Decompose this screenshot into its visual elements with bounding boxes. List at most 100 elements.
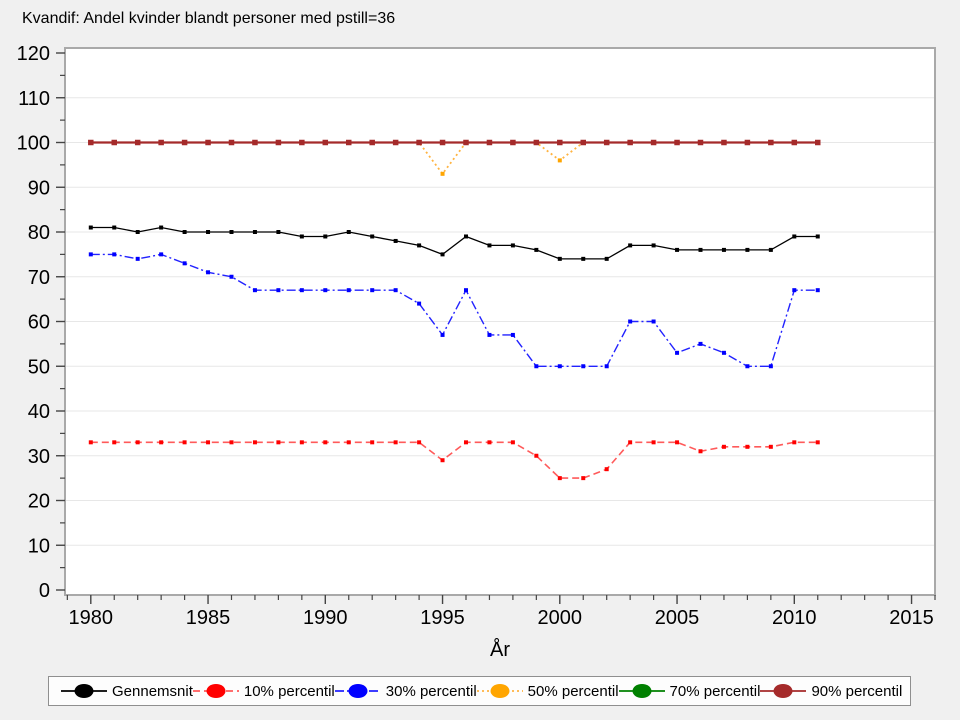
- series-marker-90-percentil: [322, 139, 329, 146]
- series-marker-30-percentil: [417, 301, 422, 306]
- series-marker-90-percentil: [275, 139, 282, 146]
- series-marker-90-percentil: [228, 139, 235, 146]
- series-marker-90-percentil: [627, 139, 633, 146]
- series-marker-90-percentil: [791, 139, 798, 146]
- legend-label: 90% percentil: [811, 682, 903, 700]
- series-marker-30-percentil: [651, 319, 656, 324]
- series-marker-30-percentil: [252, 288, 257, 293]
- series-marker-30-percentil: [604, 364, 609, 369]
- y-tick-label: 50: [28, 356, 50, 378]
- y-tick-label: 20: [28, 491, 50, 513]
- series-marker-10-percentil: [721, 444, 726, 449]
- series-marker-10-percentil: [557, 476, 562, 481]
- series-marker-30-percentil: [159, 252, 164, 257]
- series-marker-10-percentil: [792, 440, 797, 445]
- series-marker-10-percentil: [393, 440, 398, 445]
- series-marker-30-percentil: [675, 350, 680, 355]
- series-marker-gennemsnit: [792, 234, 797, 239]
- series-marker-10-percentil: [651, 440, 656, 445]
- series-marker-30-percentil: [299, 288, 304, 293]
- plot-canvas: 0 10 20 30 40 50 60 70 80 90 100 110 120 1980 1985 1990…: [17, 43, 936, 661]
- series-marker-30-percentil: [581, 364, 586, 369]
- series-marker-10-percentil: [628, 440, 633, 445]
- series-marker-gennemsnit: [604, 256, 609, 261]
- series-marker-gennemsnit: [206, 230, 211, 234]
- y-tick-label: 30: [28, 446, 50, 468]
- series-marker-gennemsnit: [323, 234, 328, 239]
- series-marker-gennemsnit: [182, 230, 187, 234]
- legend-marker-icon: [334, 684, 381, 698]
- series-marker-90-percentil: [510, 139, 516, 146]
- legend-label: 50% percentil: [527, 682, 619, 700]
- series-marker-10-percentil: [463, 440, 468, 445]
- series-marker-90-percentil: [463, 139, 469, 146]
- series-marker-90-percentil: [205, 139, 211, 146]
- series-marker-30-percentil: [276, 288, 281, 293]
- series-marker-30-percentil: [370, 288, 375, 293]
- series-marker-30-percentil: [135, 256, 140, 261]
- series-marker-30-percentil: [393, 288, 398, 293]
- series-marker-gennemsnit: [159, 225, 164, 230]
- series-marker-30-percentil: [229, 274, 234, 279]
- series-marker-gennemsnit: [745, 247, 750, 252]
- series-marker-30-percentil: [206, 270, 211, 275]
- x-tick-label: 2005: [655, 607, 700, 629]
- series-marker-10-percentil: [182, 440, 187, 445]
- series-marker-gennemsnit: [346, 230, 351, 234]
- series-marker-90-percentil: [486, 139, 493, 146]
- series-marker-gennemsnit: [440, 252, 445, 257]
- x-tick-label: 1980: [69, 607, 114, 629]
- legend-item-50-percentil: 50% percentil: [476, 682, 619, 700]
- series-marker-10-percentil: [229, 440, 234, 445]
- series-marker-10-percentil: [440, 458, 445, 463]
- series-marker-90-percentil: [744, 139, 751, 146]
- series-marker-gennemsnit: [299, 234, 304, 239]
- series-marker-gennemsnit: [675, 247, 680, 252]
- series-marker-90-percentil: [392, 139, 399, 146]
- series-marker-30-percentil: [487, 332, 492, 337]
- series-marker-90-percentil: [557, 139, 563, 146]
- series-marker-gennemsnit: [88, 225, 93, 230]
- legend-marker-icon: [760, 684, 807, 698]
- legend-marker-icon: [476, 684, 523, 698]
- series-marker-10-percentil: [510, 440, 515, 445]
- series-marker-10-percentil: [346, 440, 351, 445]
- series-marker-90-percentil: [158, 139, 164, 146]
- series-marker-gennemsnit: [135, 230, 140, 234]
- y-tick-label: 60: [28, 312, 50, 334]
- x-tick-label: 2015: [889, 607, 934, 629]
- series-marker-30-percentil: [534, 364, 539, 369]
- series-marker-gennemsnit: [721, 247, 726, 252]
- series-marker-10-percentil: [206, 440, 211, 445]
- x-tick-label: 2010: [772, 607, 817, 629]
- series-marker-10-percentil: [135, 440, 140, 445]
- legend-marker-icon: [192, 684, 239, 698]
- series-marker-90-percentil: [814, 139, 821, 146]
- y-tick-label: 100: [17, 133, 50, 155]
- series-marker-gennemsnit: [815, 234, 820, 239]
- series-marker-gennemsnit: [487, 243, 492, 248]
- legend-item-30-percentil: 30% percentil: [334, 682, 477, 700]
- series-marker-gennemsnit: [276, 230, 281, 234]
- y-tick-label: 0: [39, 580, 50, 602]
- series-marker-10-percentil: [815, 440, 820, 445]
- series-marker-gennemsnit: [651, 243, 656, 248]
- series-marker-10-percentil: [159, 440, 164, 445]
- series-marker-30-percentil: [745, 364, 750, 369]
- series-marker-10-percentil: [675, 440, 680, 445]
- series-marker-10-percentil: [487, 440, 492, 445]
- series-marker-30-percentil: [792, 288, 797, 293]
- series-marker-30-percentil: [628, 319, 633, 324]
- series-marker-90-percentil: [697, 139, 704, 146]
- series-marker-30-percentil: [182, 261, 187, 266]
- series-marker-10-percentil: [88, 440, 93, 445]
- series-marker-90-percentil: [345, 139, 352, 146]
- y-tick-label: 10: [28, 535, 50, 557]
- series-marker-10-percentil: [534, 453, 539, 458]
- chart-title: Kvandif: Andel kvinder blandt personer m…: [22, 10, 396, 27]
- x-tick-label: 1990: [303, 607, 348, 629]
- series-marker-10-percentil: [112, 440, 117, 445]
- series-marker-10-percentil: [299, 440, 304, 445]
- series-marker-gennemsnit: [628, 243, 633, 248]
